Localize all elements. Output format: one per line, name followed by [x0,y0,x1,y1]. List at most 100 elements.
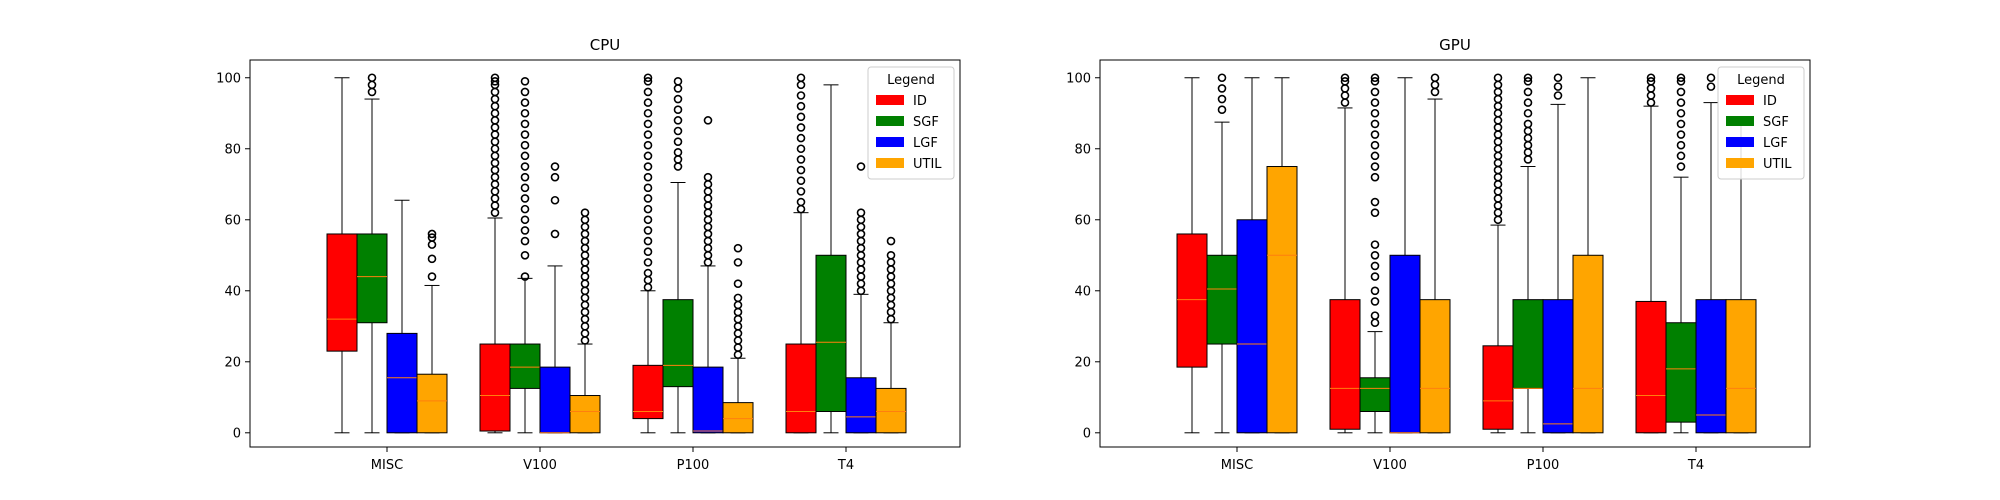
outlier-point [1370,172,1380,182]
legend-swatch-sgf [876,116,904,126]
box-body [662,299,694,388]
outlier-point [1523,119,1533,129]
outlier-point [1706,82,1716,91]
box-sgf-misc [356,73,388,434]
outlier-point [796,176,806,186]
outlier-point [520,119,530,129]
outlier-point [796,187,806,196]
legend-title: Legend [1737,73,1785,88]
outlier-point [1676,162,1686,171]
outlier-point [673,137,683,146]
outlier-point [520,250,530,260]
outlier-point [1553,82,1563,91]
outlier-point [1370,77,1380,86]
outlier-point [1370,208,1380,217]
chart-panel-cpu: CPU 0 20 40 60 80 100 MISC V100 P100 T4 Legend ID SGF… [216,36,961,473]
box-body [1236,219,1268,434]
box-body [1419,299,1451,434]
box-lgf-t4 [1695,73,1727,434]
outlier-point [520,130,530,139]
outlier-point [1493,73,1503,83]
outlier-point [643,119,653,129]
box-sgf-p100 [662,77,694,434]
box-body [785,343,817,434]
box-id-p100 [1482,73,1514,434]
outlier-point [520,183,530,193]
outlier-point [1370,87,1380,97]
outlier-point [733,279,743,288]
outlier-point [643,140,653,150]
legend-swatch-sgf [1726,116,1754,126]
box-util-t4 [875,236,907,434]
legend-swatch-util [876,158,904,168]
outlier-point [643,77,653,86]
outlier-point [520,204,530,214]
outlier-point [643,258,653,267]
box-lgf-t4 [845,162,877,434]
outlier-point [520,140,530,150]
x-tick-label: MISC [371,458,403,473]
outlier-point [1523,87,1533,97]
outlier-point [427,254,437,264]
outlier-point [1217,94,1227,104]
outlier-point [673,77,683,86]
legend-label-sgf: SGF [1763,115,1789,130]
outlier-point [1370,98,1380,107]
outlier-point [643,130,653,139]
outlier-point [520,77,530,86]
box-body [815,254,847,412]
outlier-point [703,116,713,125]
outlier-point [1523,108,1533,118]
box-body [509,343,541,389]
outlier-point [673,126,683,136]
outlier-point [856,208,866,217]
outlier-point [520,194,530,203]
outlier-point [367,73,377,83]
outlier-point [1370,197,1380,207]
outlier-point [643,151,653,161]
outlier-point [796,197,806,207]
y-tick-label: 40 [1074,284,1091,299]
legend-label-id: ID [913,94,927,109]
outlier-point [856,162,866,171]
chart-title: GPU [1439,36,1471,54]
outlier-point [520,162,530,171]
outlier-point [490,73,500,83]
y-tick-label: 100 [1066,71,1091,86]
box-lgf-v100 [539,162,571,434]
outlier-point [1523,77,1533,86]
outlier-point [796,91,806,100]
outlier-point [1370,162,1380,171]
outlier-point [580,208,590,217]
outlier-point [1217,84,1227,93]
outlier-point [886,236,896,246]
outlier-point [1370,261,1380,271]
outlier-point [1370,73,1380,83]
y-tick-label: 0 [233,426,241,441]
outlier-point [1676,87,1686,97]
box-util-t4 [1725,121,1757,434]
outlier-point [643,73,653,83]
box-body [1512,299,1544,389]
outlier-point [520,215,530,225]
plot-frame [1099,59,1811,448]
y-tick-label: 80 [224,142,241,157]
box-util-p100 [722,243,754,434]
chart-panel-gpu: GPU 0 20 40 60 80 100 MISC V100 P100 T4 Legend ID SGF… [1066,36,1811,473]
outlier-point [520,172,530,182]
box-body [845,377,877,434]
outlier-point [427,272,437,281]
x-tick-label: V100 [1373,458,1407,473]
y-tick-label: 80 [1074,142,1091,157]
legend-label-lgf: LGF [913,136,938,151]
legend-label-util: UTIL [913,157,942,172]
box-body [1665,322,1697,423]
plot-frame [249,59,961,448]
legend-swatch-lgf [876,137,904,147]
box-body [1482,345,1514,430]
x-tick-label: MISC [1221,458,1253,473]
outlier-point [796,101,806,111]
box-util-misc [416,229,448,434]
box-body [722,402,754,434]
box-lgf-misc [1236,77,1268,434]
